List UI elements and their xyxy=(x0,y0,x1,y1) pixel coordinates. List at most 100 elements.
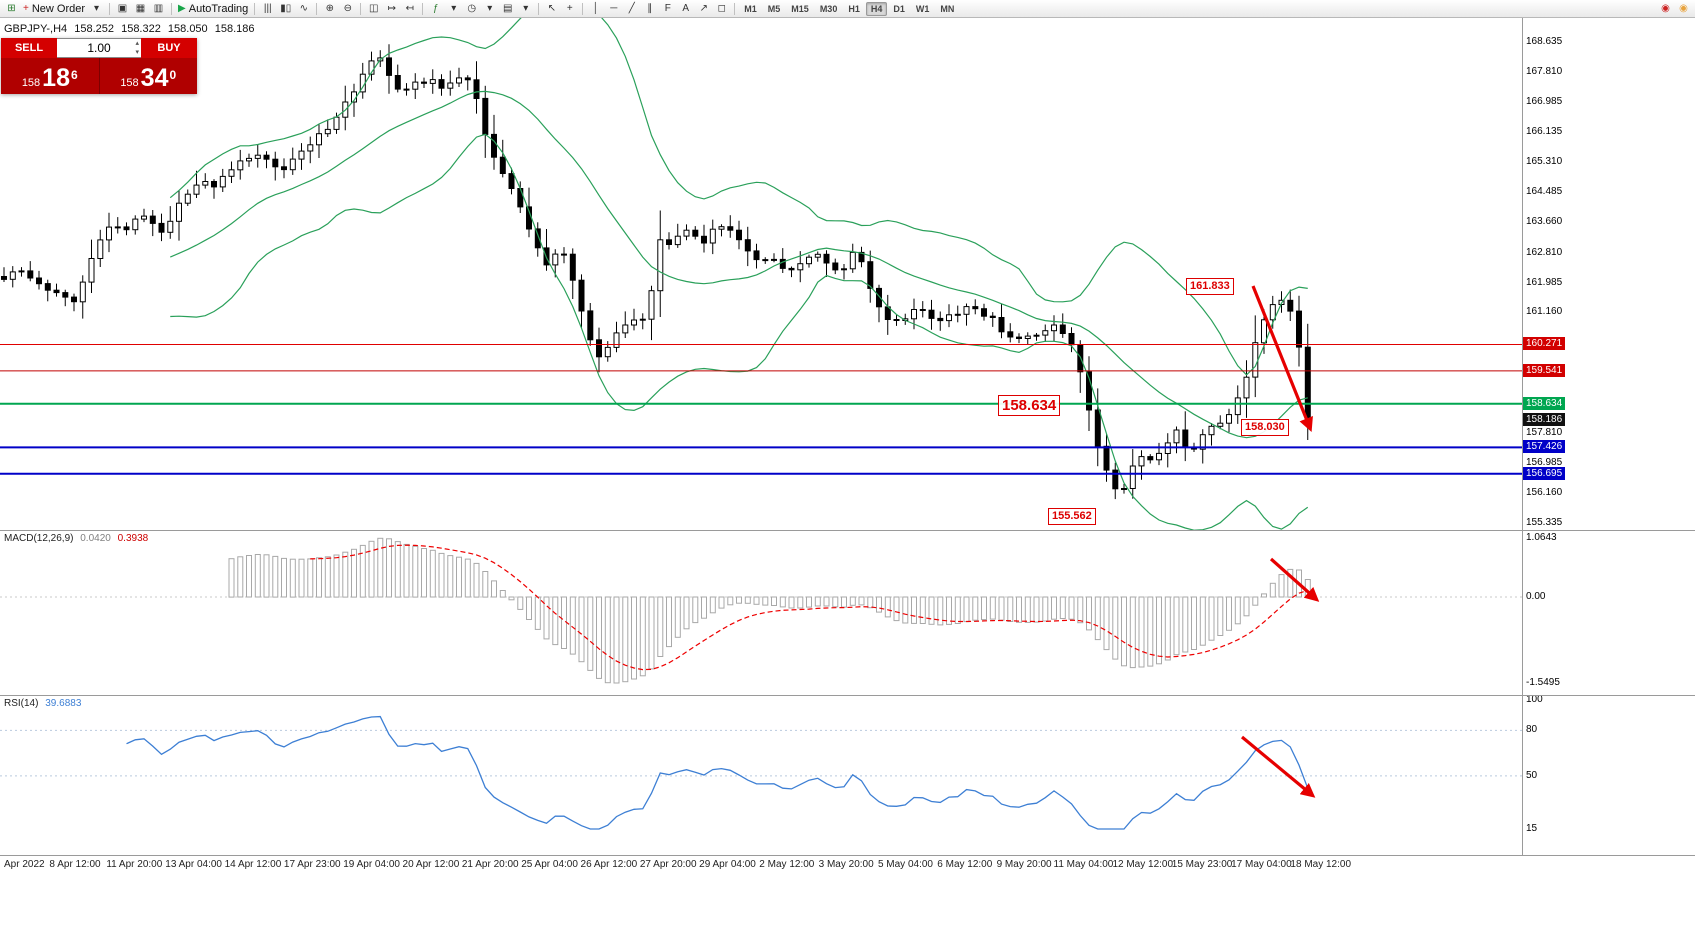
chart-ohlc-header: GBPJPY-,H4 158.252 158.322 158.050 158.1… xyxy=(4,23,259,35)
price-chart[interactable]: GBPJPY-,H4 158.252 158.322 158.050 158.1… xyxy=(0,18,1522,530)
timeframe-h1-button[interactable]: H1 xyxy=(848,3,860,14)
chart-shift-icon: ↤ xyxy=(405,3,414,14)
templates-dropdown-icon[interactable]: ▾ xyxy=(517,1,534,17)
timeframe-m15-button[interactable]: M15 xyxy=(791,3,809,14)
time-label-1: 8 Apr 12:00 xyxy=(49,859,101,870)
time-axis[interactable]: Apr 2022 8 Apr 12:00 11 Apr 20:00 13 Apr 04… xyxy=(0,856,1695,874)
macd-axis: 1.0643 0.00 -1.5495 xyxy=(1523,531,1613,695)
crosshair-icon[interactable]: + xyxy=(561,1,578,17)
time-label-0: Apr 2022 xyxy=(4,859,45,870)
rsi-tick-80: 80 xyxy=(1526,724,1538,736)
chart-shift-icon[interactable]: ↤ xyxy=(401,1,418,17)
new-chart-icon: ⊞ xyxy=(7,3,16,14)
indicators-dropdown-icon: ▾ xyxy=(451,3,457,14)
channel-icon[interactable]: ∥ xyxy=(641,1,658,17)
macd-signal-line xyxy=(310,544,1308,671)
new-order-dropdown-icon[interactable]: ▾ xyxy=(88,1,105,17)
shapes-icon: ◻ xyxy=(717,3,726,14)
price-tick-157.810: 157.810 xyxy=(1526,427,1563,439)
volume-stepper[interactable]: ▴ ▾ xyxy=(135,39,139,57)
macd-tick-0.00: 0.00 xyxy=(1526,591,1546,603)
fibonacci-icon[interactable]: F xyxy=(659,1,676,17)
fibonacci-icon: F xyxy=(664,3,671,14)
tile-windows-icon[interactable]: ◫ xyxy=(365,1,382,17)
timeframe-m5-button[interactable]: M5 xyxy=(767,3,781,14)
text-icon[interactable]: A xyxy=(677,1,694,17)
sell-price-main: 18 xyxy=(42,64,70,92)
price-axis[interactable]: 168.635 167.810 166.985 166.135 165.310 164.4… xyxy=(1523,18,1613,530)
rsi-axis: 100 80 50 15 xyxy=(1523,694,1613,855)
bar-chart-icon[interactable]: ||| xyxy=(259,1,276,17)
price-label-155562[interactable]: 155.562 xyxy=(1048,508,1096,525)
volume-up-icon[interactable]: ▴ xyxy=(135,40,139,47)
cursor-icon[interactable]: ↖ xyxy=(543,1,560,17)
vertical-line-icon[interactable]: │ xyxy=(587,1,604,17)
toolbar-separator xyxy=(734,2,736,15)
time-label-11: 27 Apr 20:00 xyxy=(639,859,697,870)
volume-down-icon[interactable]: ▾ xyxy=(135,49,139,56)
arrow-tool-icon[interactable]: ↗ xyxy=(695,1,712,17)
charts-grid-icon[interactable]: ▦ xyxy=(132,1,149,17)
price-label-158030[interactable]: 158.030 xyxy=(1241,419,1289,436)
timeframe-m30-button[interactable]: M30 xyxy=(819,3,838,14)
new-order-button-label: New Order xyxy=(31,2,86,15)
sell-button[interactable]: SELL xyxy=(1,38,57,58)
line-chart-icon[interactable]: ∿ xyxy=(295,1,312,17)
time-label-6: 19 Apr 04:00 xyxy=(343,859,400,870)
macd-tick-1.0643: 1.0643 xyxy=(1526,532,1557,543)
candlestick-chart-icon[interactable]: ▮▯ xyxy=(277,1,294,17)
line-chart-icon: ∿ xyxy=(299,3,308,14)
macd-tick--1.5495: -1.5495 xyxy=(1526,677,1560,688)
price-label-158634[interactable]: 158.634 xyxy=(998,395,1061,416)
price-label-161833[interactable]: 161.833 xyxy=(1186,278,1234,295)
price-badge-156.695: 156.695 xyxy=(1523,466,1566,480)
templates-icon[interactable]: ▤ xyxy=(499,1,516,17)
volume-input[interactable]: 1.00 ▴ ▾ xyxy=(57,38,141,58)
rsi-panel[interactable]: RSI(14) 39.6883 xyxy=(0,696,1522,855)
mql5-community-icon[interactable]: ◉ xyxy=(1657,1,1674,17)
sell-price[interactable]: 158 18 6 xyxy=(1,58,99,94)
zoom-in-icon[interactable]: ⊕ xyxy=(321,1,338,17)
toolbar-separator xyxy=(109,2,111,15)
toolbar-separator xyxy=(582,2,584,15)
buy-button[interactable]: BUY xyxy=(141,38,197,58)
timeframe-h4-button[interactable]: H4 xyxy=(865,1,888,16)
indicators-dropdown-icon[interactable]: ▾ xyxy=(445,1,462,17)
zoom-out-icon[interactable]: ⊖ xyxy=(339,1,356,17)
auto-scroll-icon[interactable]: ↦ xyxy=(383,1,400,17)
timeframe-m1-button[interactable]: M1 xyxy=(744,3,757,14)
periods-dropdown-icon[interactable]: ▾ xyxy=(481,1,498,17)
data-window-icon[interactable]: ▥ xyxy=(150,1,167,17)
panel-divider-macd-rsi[interactable] xyxy=(0,695,1695,696)
new-order-button[interactable]: + New Order xyxy=(21,1,87,17)
autotrading-button[interactable]: ▶ AutoTrading xyxy=(176,1,250,17)
price-tick-166.985: 166.985 xyxy=(1526,95,1563,107)
timeframe-w1-button[interactable]: W1 xyxy=(915,3,930,14)
trendline-icon[interactable]: ╱ xyxy=(623,1,640,17)
tile-windows-icon: ◫ xyxy=(369,3,379,14)
arrow-tool-icon: ↗ xyxy=(699,3,708,14)
macd-panel[interactable]: MACD(12,26,9) 0.0420 0.3938 xyxy=(0,531,1522,695)
zoom-in-icon: ⊕ xyxy=(325,3,334,14)
toolbar-separator xyxy=(254,2,256,15)
timeframe-mn-button[interactable]: MN xyxy=(940,3,955,14)
auto-scroll-icon: ↦ xyxy=(387,3,396,14)
time-label-15: 5 May 04:00 xyxy=(877,859,933,870)
price-badge-159.541: 159.541 xyxy=(1523,363,1566,377)
new-chart-icon[interactable]: ⊞ xyxy=(3,1,20,17)
horizontal-line-icon[interactable]: ─ xyxy=(605,1,622,17)
buy-price[interactable]: 158 34 0 xyxy=(98,58,198,94)
profiles-icon[interactable]: ▣ xyxy=(114,1,131,17)
shapes-icon[interactable]: ◻ xyxy=(713,1,730,17)
indicators-icon[interactable]: ƒ xyxy=(427,1,444,17)
templates-icon: ▤ xyxy=(503,3,513,14)
close-value: 158.186 xyxy=(214,23,255,35)
panel-divider-main-macd[interactable] xyxy=(0,530,1695,531)
periods-icon[interactable]: ◷ xyxy=(463,1,480,17)
trendline-icon: ╱ xyxy=(628,3,635,14)
time-label-9: 25 Apr 04:00 xyxy=(521,859,578,870)
timeframe-d1-button[interactable]: D1 xyxy=(893,3,905,14)
mql5-community-icon: ◉ xyxy=(1661,3,1670,14)
metaquotes-icon[interactable]: ◉ xyxy=(1675,1,1692,17)
vertical-line-icon: │ xyxy=(592,3,599,14)
